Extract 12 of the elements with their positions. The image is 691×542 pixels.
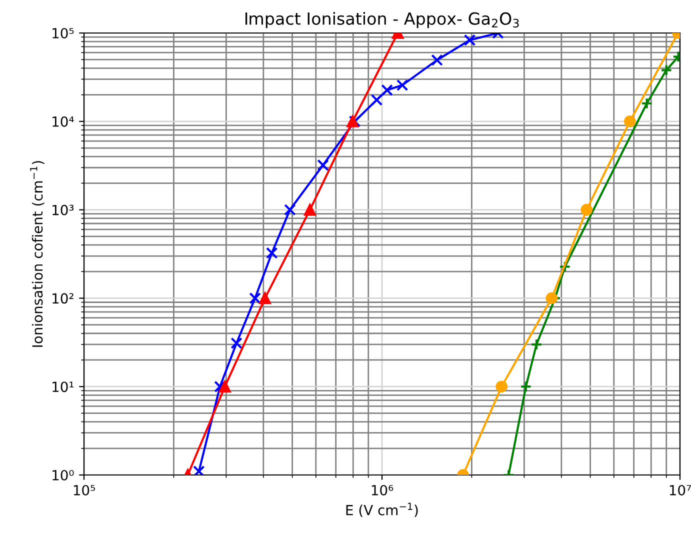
y-tick-label: 10⁰ bbox=[52, 470, 74, 480]
x-tick-label: 10⁷ bbox=[670, 484, 691, 496]
y-tick-label: 10² bbox=[52, 293, 74, 304]
x-tick-label: 10⁶ bbox=[372, 484, 394, 496]
y-tick-label: 10³ bbox=[52, 204, 74, 216]
y-tick-label: 10⁴ bbox=[52, 116, 74, 127]
chart-title: Impact Ionisation - Appox- Ga$_{2}$O$_{3}$ bbox=[245, 12, 519, 28]
x-tick-label: 10⁵ bbox=[74, 484, 95, 496]
y-tick-label: 10⁵ bbox=[52, 28, 74, 38]
x-axis-title: E (V cm$^{−1}$) bbox=[346, 502, 418, 518]
y-tick-label: 10¹ bbox=[52, 382, 74, 392]
y-axis-title: Ionionsation cofient (cm$^{−1}$) bbox=[30, 161, 44, 347]
